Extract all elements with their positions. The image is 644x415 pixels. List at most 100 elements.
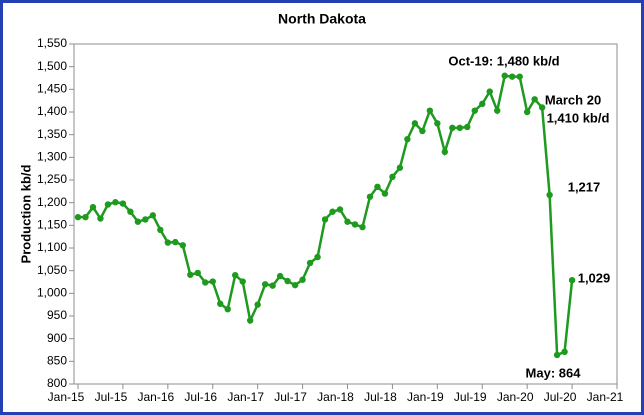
data-point bbox=[546, 191, 553, 199]
data-point bbox=[134, 218, 142, 225]
data-point bbox=[538, 104, 546, 111]
data-point bbox=[344, 218, 351, 225]
data-point bbox=[464, 123, 471, 131]
data-point bbox=[276, 272, 284, 280]
data-point bbox=[426, 107, 434, 114]
x-tick-label: Jul-17 bbox=[274, 390, 307, 404]
data-point bbox=[501, 72, 508, 79]
y-tick-label: 1,150 bbox=[37, 218, 67, 232]
y-tick-label: 1,300 bbox=[37, 150, 67, 164]
data-point bbox=[224, 306, 231, 313]
data-point bbox=[74, 213, 82, 221]
data-point bbox=[82, 213, 89, 221]
data-point bbox=[351, 221, 359, 228]
y-tick-label: 850 bbox=[47, 354, 67, 368]
data-point bbox=[97, 215, 104, 222]
x-tick-label: Jul-18 bbox=[364, 390, 397, 404]
data-point bbox=[104, 201, 112, 208]
data-point bbox=[291, 281, 299, 289]
data-point bbox=[568, 276, 576, 284]
data-point bbox=[217, 300, 224, 307]
data-point bbox=[411, 120, 419, 127]
data-point bbox=[516, 73, 523, 80]
data-point bbox=[441, 148, 449, 156]
data-point bbox=[299, 276, 306, 283]
data-point bbox=[389, 173, 396, 181]
x-tick-label: Jan-17 bbox=[227, 390, 264, 404]
plot-area bbox=[73, 43, 618, 385]
x-tick-label: Jan-18 bbox=[317, 390, 354, 404]
annotation: 1,029 bbox=[578, 270, 611, 285]
data-point bbox=[157, 226, 164, 234]
data-point bbox=[314, 253, 321, 261]
y-tick-label: 1,100 bbox=[37, 240, 67, 254]
data-point bbox=[306, 259, 314, 267]
data-point bbox=[239, 278, 246, 285]
y-tick-label: 800 bbox=[47, 376, 67, 390]
data-point bbox=[396, 164, 404, 171]
x-tick-label: Jul-20 bbox=[544, 390, 577, 404]
annotation: 1,410 kb/d bbox=[547, 110, 610, 125]
data-point bbox=[523, 108, 531, 116]
data-point bbox=[561, 348, 568, 356]
data-point bbox=[254, 301, 261, 308]
x-tick-label: Jan-15 bbox=[48, 390, 85, 404]
y-tick-label: 1,250 bbox=[37, 172, 67, 186]
annotation: March 20 bbox=[545, 92, 601, 107]
data-point bbox=[119, 200, 127, 207]
x-tick-label: Jan-19 bbox=[407, 390, 444, 404]
data-point bbox=[246, 317, 254, 324]
x-tick-label: Jul-19 bbox=[454, 390, 487, 404]
data-point bbox=[434, 120, 441, 127]
data-point bbox=[381, 190, 389, 197]
data-point bbox=[232, 272, 239, 279]
y-tick-label: 1,200 bbox=[37, 195, 67, 209]
data-point bbox=[202, 279, 209, 286]
annotation: May: 864 bbox=[526, 365, 582, 380]
data-point bbox=[553, 351, 561, 359]
y-tick-label: 1,450 bbox=[37, 82, 67, 96]
x-tick-label: Jan-16 bbox=[137, 390, 174, 404]
x-tick-label: Jul-15 bbox=[95, 390, 128, 404]
data-point bbox=[449, 124, 456, 132]
y-axis-title: Production kb/d bbox=[18, 164, 33, 263]
data-point bbox=[194, 269, 201, 277]
data-point bbox=[112, 199, 119, 206]
data-point bbox=[531, 96, 538, 103]
data-point bbox=[209, 278, 216, 285]
data-point bbox=[187, 271, 194, 278]
x-tick-label: Jan-20 bbox=[497, 390, 534, 404]
data-point bbox=[404, 136, 411, 143]
data-point bbox=[179, 242, 187, 249]
x-tick-label: Jan-21 bbox=[587, 390, 624, 404]
y-tick-label: 1,000 bbox=[37, 286, 67, 300]
data-point bbox=[89, 204, 97, 211]
data-point bbox=[471, 107, 478, 114]
data-point bbox=[127, 208, 134, 215]
data-point bbox=[284, 277, 291, 285]
data-point bbox=[164, 239, 172, 246]
data-point bbox=[366, 193, 374, 200]
y-tick-label: 1,500 bbox=[37, 59, 67, 73]
data-point bbox=[329, 208, 336, 215]
y-tick-label: 1,550 bbox=[37, 36, 67, 50]
y-tick-label: 1,400 bbox=[37, 104, 67, 118]
data-point bbox=[359, 223, 366, 231]
data-point bbox=[261, 281, 269, 288]
data-point bbox=[419, 127, 426, 135]
y-tick-label: 900 bbox=[47, 331, 67, 345]
data-point bbox=[149, 212, 157, 219]
y-tick-label: 1,350 bbox=[37, 127, 67, 141]
annotation: Oct-19: 1,480 kb/d bbox=[448, 53, 559, 68]
data-point bbox=[456, 124, 463, 132]
data-point bbox=[142, 216, 149, 223]
data-point bbox=[374, 183, 381, 190]
annotation: 1,217 bbox=[568, 179, 601, 194]
data-point bbox=[479, 100, 486, 108]
x-tick-label: Jul-16 bbox=[184, 390, 217, 404]
y-tick-label: 950 bbox=[47, 308, 67, 322]
data-point bbox=[486, 88, 493, 95]
y-tick-label: 1,050 bbox=[37, 263, 67, 277]
